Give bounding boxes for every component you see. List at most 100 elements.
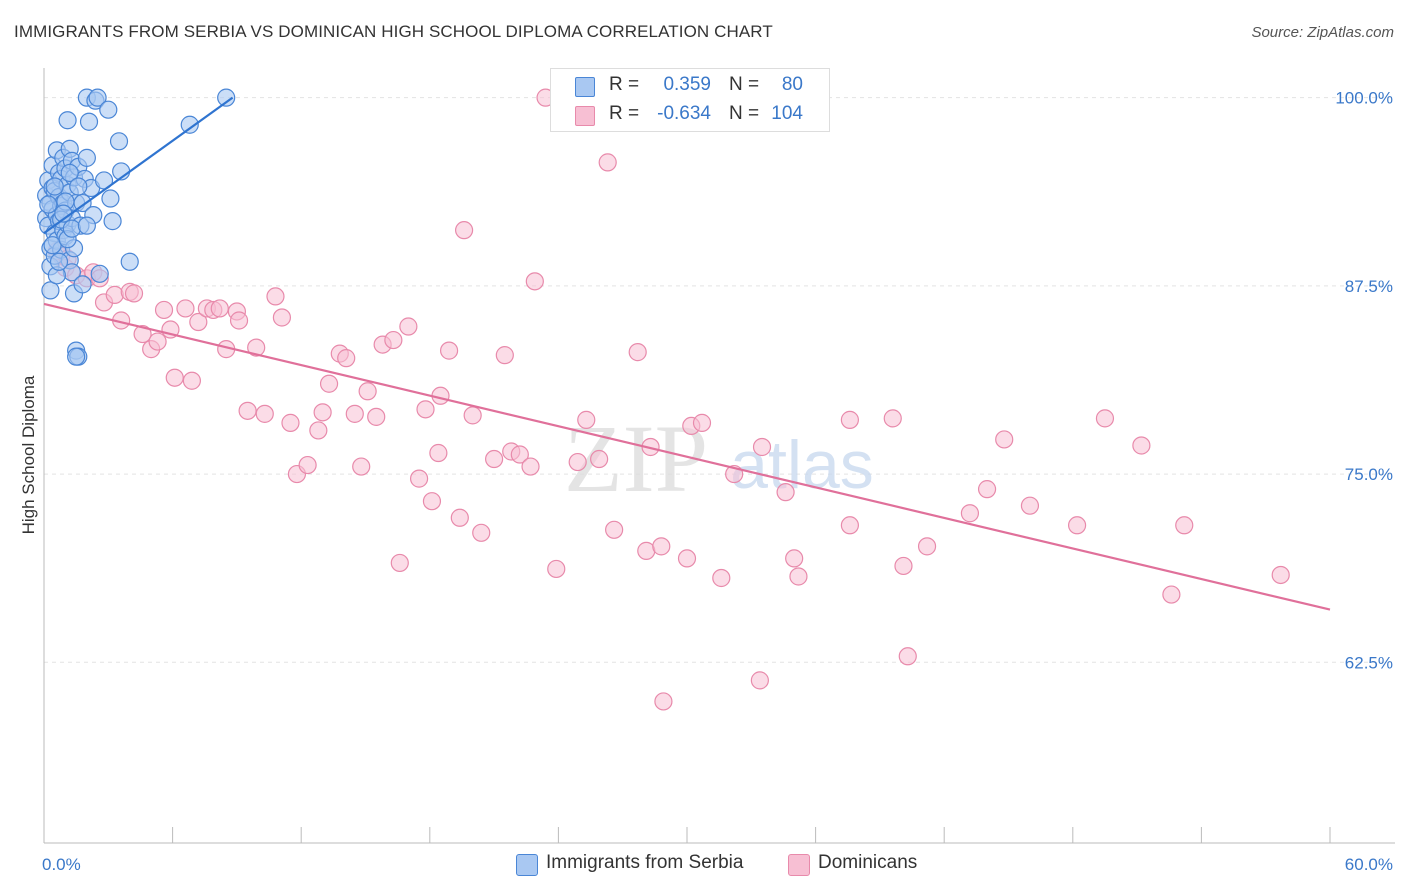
dominican-legend-label: Dominicans	[818, 852, 918, 873]
dominican-point	[1271, 565, 1290, 585]
dominican-point	[605, 520, 624, 539]
dominican-point	[789, 567, 808, 586]
dominican-point	[547, 559, 566, 579]
serbia-points	[37, 88, 236, 366]
dominican-point	[1162, 585, 1181, 604]
dominican-point	[776, 483, 795, 502]
dominican-point	[677, 549, 697, 568]
dominican-point	[255, 404, 274, 423]
dominican-point	[298, 455, 317, 475]
dominican-point	[525, 272, 544, 291]
y-axis-label: High School Diploma	[19, 375, 38, 534]
dominican-point	[840, 410, 859, 429]
dominican-point	[883, 409, 902, 428]
dominican-point	[272, 308, 292, 327]
dominican-point	[266, 287, 285, 306]
dominican-point	[429, 443, 448, 463]
serbia-point	[73, 275, 92, 294]
trend-lines	[43, 96, 1331, 611]
dominican-point	[521, 457, 540, 476]
serbia-point	[77, 216, 96, 235]
dominican-swatch	[575, 106, 595, 126]
serbia-point	[180, 115, 199, 134]
dominican-point	[422, 492, 442, 511]
watermark-atlas: atlas	[730, 427, 874, 503]
serbia-point	[120, 252, 139, 271]
dominican-point	[313, 403, 332, 422]
dominican-point	[1020, 496, 1040, 515]
dominican-point	[337, 349, 356, 368]
source-credit: Source: ZipAtlas.com	[1251, 24, 1394, 41]
chart-title: IMMIGRANTS FROM SERBIA VS DOMINICAN HIGH…	[14, 22, 773, 41]
dominican-point	[358, 382, 377, 401]
serbia-point	[41, 281, 60, 300]
dominican-point	[399, 317, 418, 336]
serbia-point	[77, 148, 96, 167]
dominican-point	[384, 330, 403, 350]
dominican-point	[182, 371, 201, 390]
serbia-point	[49, 252, 69, 271]
dominican-point	[510, 445, 529, 464]
dominican-point	[148, 332, 167, 351]
dominican-point	[785, 549, 804, 568]
dominican-point	[409, 469, 429, 488]
dominican-point	[416, 400, 435, 419]
serbia-point	[101, 189, 120, 208]
dominican-point	[1132, 436, 1151, 455]
n-label: N =	[729, 103, 760, 124]
dominican-point	[495, 346, 514, 365]
dominican-point	[165, 368, 184, 387]
serbia-point	[69, 177, 88, 196]
dominican-point	[229, 311, 249, 330]
serbia-point	[88, 88, 107, 107]
correlation-legend: R = 0.359 N = 80 R = -0.634 N = 104	[550, 68, 830, 132]
dominican-point	[319, 374, 339, 393]
y-tick-labels: 100.0% 87.5% 75.0% 62.5%	[1335, 89, 1393, 673]
dominican-point	[485, 449, 504, 469]
axes	[43, 68, 1395, 844]
dominican-point	[345, 404, 364, 423]
y-tick-label: 100.0%	[1335, 89, 1393, 108]
dominican-point	[367, 407, 386, 426]
dominican-point	[1095, 409, 1115, 428]
dominican-point	[692, 413, 712, 432]
serbia-point	[79, 112, 99, 131]
r-label: R =	[609, 74, 640, 95]
legend-row-serbia: R = 0.359 N = 80	[551, 71, 829, 101]
dominican-point	[472, 523, 491, 542]
serbia-legend-swatch	[516, 854, 538, 876]
dominican-point	[439, 341, 459, 360]
legend-row-dominicans: R = -0.634 N = 104	[551, 100, 829, 130]
serbia-point	[67, 347, 86, 366]
dominican-point	[454, 221, 474, 240]
dominican-point	[637, 541, 656, 560]
x-tick-labels: 0.0% 60.0%	[42, 855, 1393, 874]
serbia-trend-line	[43, 96, 234, 235]
serbia-point	[103, 212, 122, 231]
y-tick-label: 87.5%	[1345, 277, 1393, 296]
dominican-point	[105, 285, 124, 304]
dominican-point	[124, 284, 144, 303]
dominican-point	[652, 537, 671, 556]
n-value: 104	[771, 103, 803, 124]
watermark: ZIP atlas	[564, 405, 874, 512]
serbia-point	[60, 163, 79, 183]
dominican-point	[154, 300, 174, 320]
serbia-legend-label: Immigrants from Serbia	[546, 852, 744, 873]
dominican-point	[917, 537, 937, 556]
n-value: 80	[781, 74, 803, 95]
serbia-point	[62, 219, 81, 238]
dominican-point	[894, 556, 913, 576]
dominican-point	[133, 324, 152, 344]
dominican-point	[995, 430, 1014, 449]
serbia-point	[58, 111, 77, 130]
dominican-point	[977, 480, 997, 499]
x-tick-label: 60.0%	[1345, 855, 1393, 874]
dominican-point	[590, 449, 609, 469]
dominican-point	[189, 312, 208, 332]
dominican-point	[840, 516, 859, 535]
n-label: N =	[729, 74, 760, 95]
series-legend: Immigrants from Serbia Dominicans	[0, 852, 1406, 882]
dominican-point	[1067, 516, 1087, 535]
